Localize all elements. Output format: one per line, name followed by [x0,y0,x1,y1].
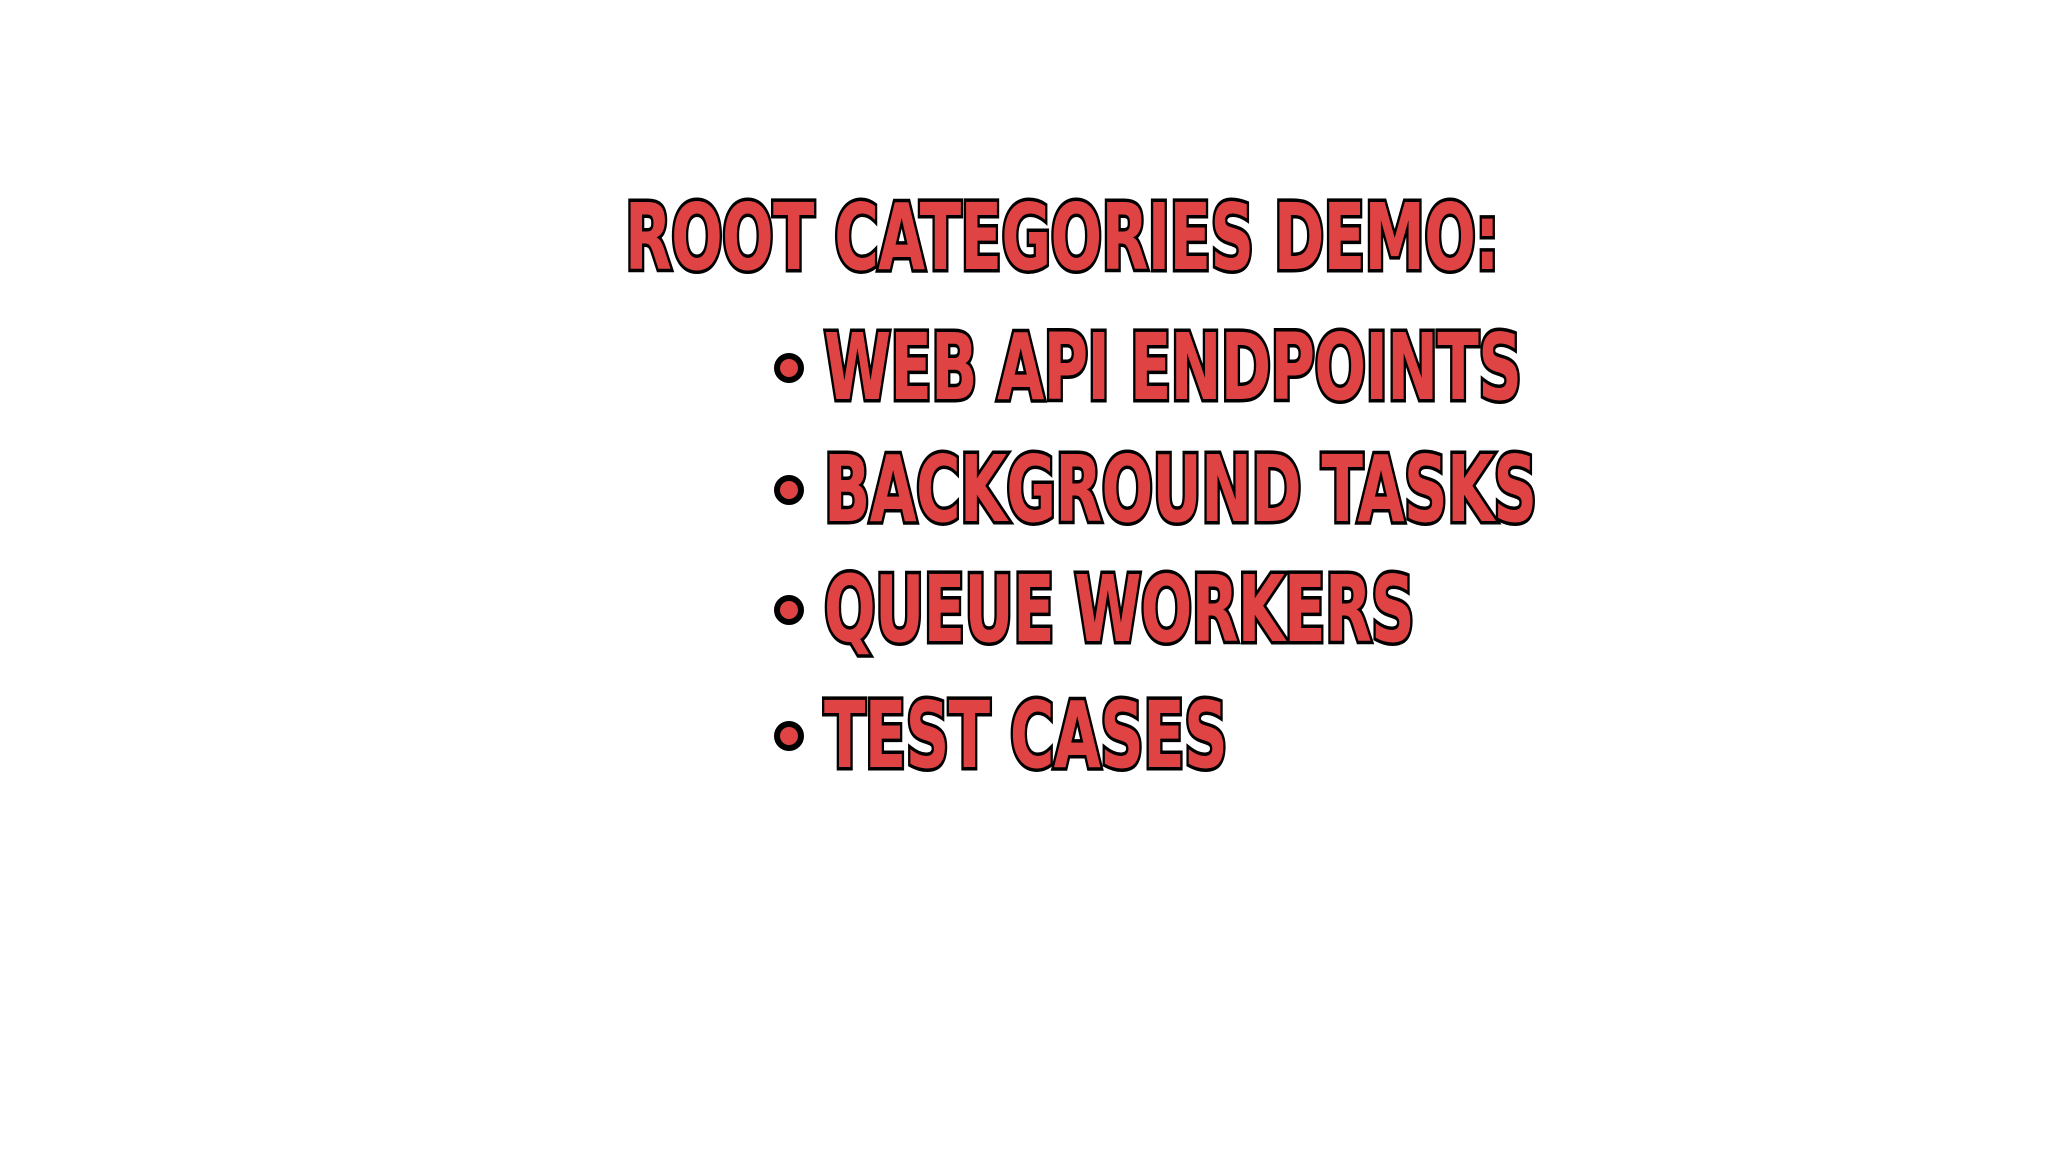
circle-bullet-icon [774,475,804,505]
list-item: WEB API ENDPOINTS [774,314,1880,421]
circle-bullet-icon [774,353,804,383]
list-item-label: QUEUE WORKERS [822,556,1417,663]
slide-heading: ROOT CATEGORIES DEMO: [623,184,1502,291]
list-item: QUEUE WORKERS [774,556,1718,663]
list-item-label: WEB API ENDPOINTS [822,314,1525,421]
list-item-label: TEST CASES [822,682,1230,789]
list-item-label: BACKGROUND TASKS [822,436,1540,543]
list-item: TEST CASES [774,682,1435,789]
circle-bullet-icon [774,595,804,625]
circle-bullet-icon [774,721,804,751]
list-item: BACKGROUND TASKS [774,436,1903,543]
